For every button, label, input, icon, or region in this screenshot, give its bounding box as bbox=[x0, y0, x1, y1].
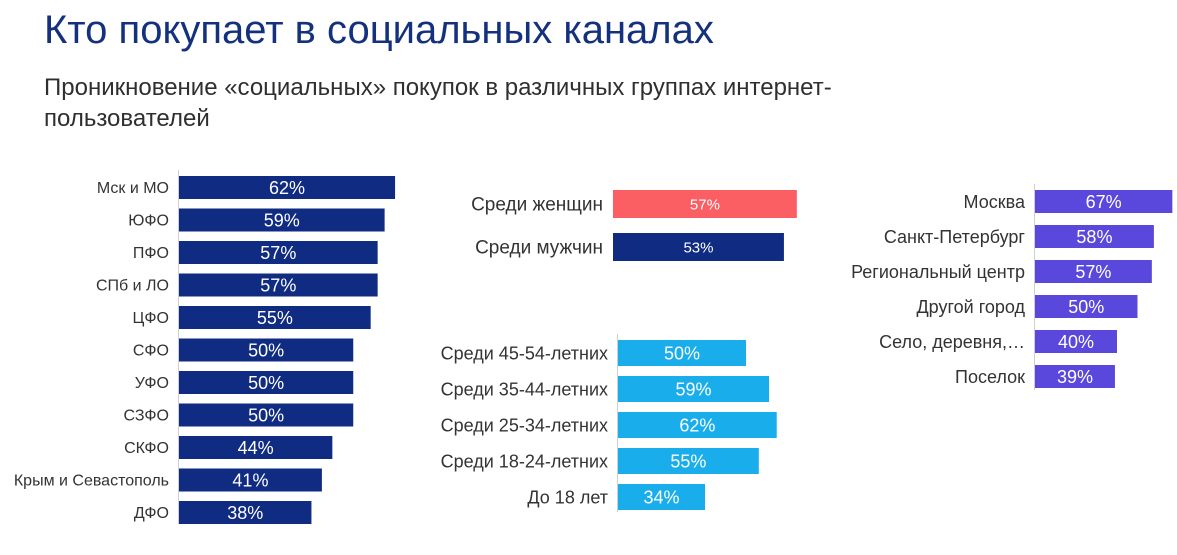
chart1-bar bbox=[179, 306, 371, 329]
chart4-category-label: Региональный центр bbox=[851, 262, 1025, 282]
chart4-data-label: 40% bbox=[1058, 332, 1094, 352]
chart1-bar bbox=[179, 468, 322, 492]
chart4-bar bbox=[1035, 190, 1173, 213]
chart4-bar bbox=[1035, 225, 1154, 248]
chart3-bar bbox=[618, 412, 777, 438]
chart1-category-label: ПФО bbox=[133, 245, 169, 262]
chart1-data-label: 38% bbox=[227, 503, 263, 523]
chart1-bar bbox=[179, 176, 396, 199]
chart3-data-label: 50% bbox=[664, 343, 700, 363]
chart1-category-label: ЮФО bbox=[128, 213, 169, 230]
chart3-category-label: Среди 45-54-летних bbox=[441, 343, 608, 363]
page-subtitle: Проникновение «социальных» покупок в раз… bbox=[44, 74, 832, 132]
chart4-bar bbox=[1035, 260, 1152, 283]
chart1-bar bbox=[179, 241, 378, 264]
chart1-data-label: 57% bbox=[260, 243, 296, 263]
chart4-bar bbox=[1035, 330, 1117, 353]
chart2-data-label: 53% bbox=[683, 239, 713, 256]
chart1-data-label: 50% bbox=[248, 340, 284, 360]
chart1-category-label: СПб и ЛО bbox=[96, 278, 169, 295]
chart3-bar bbox=[618, 340, 746, 366]
chart1-data-label: 59% bbox=[264, 210, 300, 230]
chart1-data-label: 57% bbox=[260, 275, 296, 295]
chart3-bar bbox=[618, 448, 759, 474]
chart1-category-label: СКФО bbox=[124, 440, 169, 457]
chart3-data-label: 55% bbox=[670, 451, 706, 471]
chart3-category-label: До 18 лет bbox=[527, 487, 608, 507]
chart3-data-label: 34% bbox=[644, 487, 680, 507]
chart4-bar bbox=[1035, 365, 1115, 388]
chart3-category-label: Среди 25-34-летних bbox=[441, 415, 608, 435]
chart3-bar bbox=[618, 376, 770, 402]
chart1-bar bbox=[179, 371, 354, 394]
chart4-data-label: 57% bbox=[1075, 262, 1111, 282]
chart2-category-label: Среди женщин bbox=[471, 195, 603, 216]
chart1-bar bbox=[179, 403, 354, 427]
chart1-category-label: УФО bbox=[135, 375, 169, 392]
chart1-data-label: 50% bbox=[248, 373, 284, 393]
chart1-data-label: 55% bbox=[257, 308, 293, 328]
chart1-data-label: 62% bbox=[269, 178, 305, 198]
chart1-data-label: 41% bbox=[232, 470, 268, 490]
chart4-data-label: 67% bbox=[1086, 192, 1122, 212]
chart2-bar bbox=[613, 190, 797, 218]
chart1-bar bbox=[179, 338, 354, 362]
chart3-data-label: 62% bbox=[679, 415, 715, 435]
chart2-category-label: Среди мужчин bbox=[475, 238, 603, 259]
chart1-bar bbox=[179, 273, 378, 297]
chart1-category-label: СЗФО bbox=[124, 408, 169, 425]
chart1-data-label: 44% bbox=[238, 438, 274, 458]
chart1-bar bbox=[179, 208, 385, 232]
chart1-category-label: СФО bbox=[133, 343, 169, 360]
chart1-category-label: Крым и Севастополь bbox=[14, 473, 169, 490]
chart1-bar bbox=[179, 501, 312, 524]
chart4-category-label: Москва bbox=[964, 192, 1026, 212]
chart3-category-label: Среди 35-44-летних bbox=[441, 379, 608, 399]
chart4-data-label: 50% bbox=[1068, 297, 1104, 317]
chart4-data-label: 39% bbox=[1057, 367, 1093, 387]
chart1-bar bbox=[179, 436, 333, 459]
chart3-category-label: Среди 18-24-летних bbox=[441, 451, 608, 471]
chart4-category-label: Другой город bbox=[916, 297, 1025, 317]
chart1-category-label: ЦФО bbox=[133, 310, 169, 327]
chart1-category-label: Мск и МО bbox=[97, 180, 169, 197]
chart4-category-label: Поселок bbox=[955, 367, 1025, 387]
chart4-category-label: Село, деревня,… bbox=[879, 332, 1025, 352]
page-title: Кто покупает в социальных каналах bbox=[44, 8, 714, 52]
chart4-bar bbox=[1035, 295, 1138, 318]
chart4-category-label: Санкт-Петербург bbox=[884, 227, 1026, 247]
chart3-bar bbox=[618, 484, 706, 510]
chart2-bar bbox=[613, 233, 784, 261]
chart1-category-label: ДФО bbox=[134, 505, 169, 522]
chart2-data-label: 57% bbox=[690, 196, 720, 213]
chart1-data-label: 50% bbox=[248, 405, 284, 425]
chart4-data-label: 58% bbox=[1076, 227, 1112, 247]
chart3-data-label: 59% bbox=[676, 379, 712, 399]
